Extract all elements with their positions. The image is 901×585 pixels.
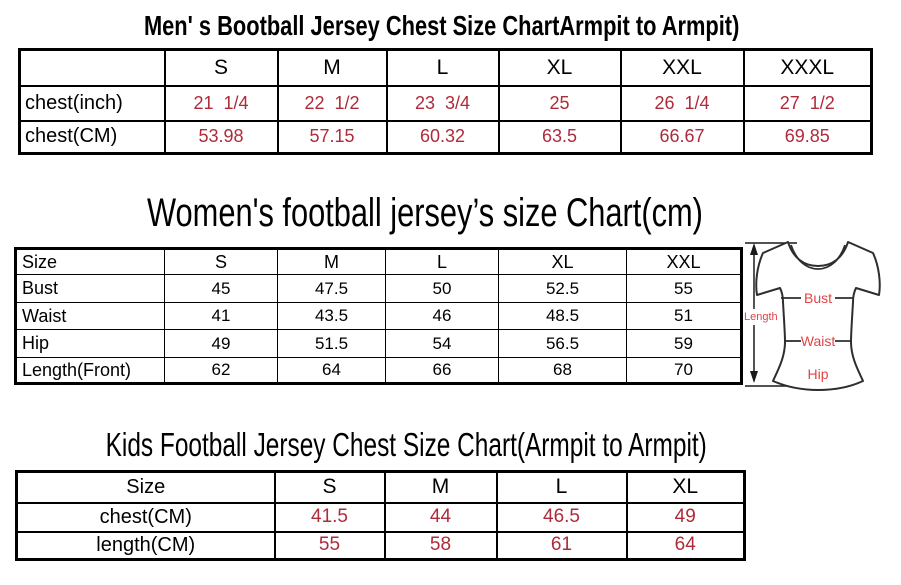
length-label: Length (744, 311, 778, 323)
size-value: 53.98 (163, 119, 279, 155)
tshirt-diagram: Length Bust Waist Hip (744, 241, 881, 391)
table-row: chest(inch) 21 1/4 22 1/2 23 3/4 25 26 1… (18, 84, 873, 122)
size-value: 48.5 (498, 302, 627, 330)
size-value: 46 (385, 302, 499, 330)
size-value: 68 (498, 357, 627, 384)
size-value: 46.5 (495, 501, 628, 533)
col-header: XXL (619, 48, 745, 87)
col-header: M (277, 248, 386, 275)
size-value: 70 (626, 357, 742, 384)
kids-chart-title-text: Kids Football Jersey Chest Size Chart(Ar… (105, 426, 707, 463)
women-size-table: Size S M L XL XXL Bust 45 47.5 50 52.5 5… (14, 247, 743, 385)
col-header: S (273, 470, 386, 504)
size-value: 26 1/4 (619, 84, 745, 122)
corner-cell (18, 48, 166, 87)
table-row: chest(CM) 41.5 44 46.5 49 (15, 501, 746, 533)
waist-label: Waist (801, 333, 836, 349)
col-header: S (163, 48, 279, 87)
row-label: Size (15, 248, 165, 275)
size-value: 66.67 (619, 119, 745, 155)
size-value: 47.5 (277, 274, 386, 303)
size-value: 49 (164, 329, 278, 358)
size-value: 69.85 (742, 119, 873, 155)
col-header: XXL (626, 248, 742, 275)
row-label: chest(inch) (18, 84, 166, 122)
size-value: 51 (626, 302, 742, 330)
col-header: XL (625, 470, 746, 504)
size-value: 49 (625, 501, 746, 533)
size-value: 66 (385, 357, 499, 384)
size-value: 62 (164, 357, 278, 384)
table-row: Hip 49 51.5 54 56.5 59 (15, 329, 742, 358)
size-value: 44 (383, 501, 498, 533)
row-label: length(CM) (15, 530, 276, 560)
col-header: L (495, 470, 628, 504)
table-row: length(CM) 55 58 61 64 (15, 530, 746, 560)
size-value: 27 1/2 (742, 84, 873, 122)
size-value: 54 (385, 329, 499, 358)
size-value: 21 1/4 (163, 84, 279, 122)
size-value: 23 3/4 (385, 84, 500, 122)
size-value: 41.5 (273, 501, 386, 533)
table-header-row: Size S M L XL XXL (15, 248, 742, 275)
col-header: M (276, 48, 388, 87)
size-value: 61 (495, 530, 628, 560)
size-value: 52.5 (498, 274, 627, 303)
table-row: Bust 45 47.5 50 52.5 55 (15, 274, 742, 303)
size-value: 55 (626, 274, 742, 303)
women-chart-title: Women's football jersey’s size Chart(cm) (0, 190, 850, 236)
row-label: Waist (15, 302, 165, 330)
col-header: L (385, 48, 500, 87)
size-value: 51.5 (277, 329, 386, 358)
row-label: Bust (15, 274, 165, 303)
table-header-row: Size S M L XL (15, 470, 746, 504)
size-value: 58 (383, 530, 498, 560)
size-value: 63.5 (497, 119, 622, 155)
table-header-row: S M L XL XXL XXXL (18, 48, 873, 87)
size-value: 25 (497, 84, 622, 122)
size-value: 64 (277, 357, 386, 384)
row-label: Length(Front) (15, 357, 165, 384)
table-row: chest(CM) 53.98 57.15 60.32 63.5 66.67 6… (18, 119, 873, 155)
size-value: 64 (625, 530, 746, 560)
size-value: 57.15 (276, 119, 388, 155)
size-value: 50 (385, 274, 499, 303)
table-row: Length(Front) 62 64 66 68 70 (15, 357, 742, 384)
size-value: 55 (273, 530, 386, 560)
kids-chart-title: Kids Football Jersey Chest Size Chart(Ar… (0, 426, 753, 464)
row-label: Size (15, 470, 276, 504)
col-header: L (385, 248, 499, 275)
size-value: 60.32 (385, 119, 500, 155)
women-chart-title-text: Women's football jersey’s size Chart(cm) (147, 191, 703, 235)
kids-size-table: Size S M L XL chest(CM) 41.5 44 46.5 49 … (15, 470, 746, 561)
size-value: 59 (626, 329, 742, 358)
col-header: M (383, 470, 498, 504)
men-chart-title: Men' s Bootball Jersey Chest Size ChartA… (0, 10, 884, 42)
men-chart-title-text: Men' s Bootball Jersey Chest Size ChartA… (144, 10, 740, 41)
bust-label: Bust (804, 290, 832, 306)
tshirt-collar-line (790, 244, 846, 270)
col-header: XXXL (742, 48, 873, 87)
hip-label: Hip (807, 366, 828, 382)
col-header: XL (498, 248, 627, 275)
size-value: 56.5 (498, 329, 627, 358)
size-value: 41 (164, 302, 278, 330)
col-header: XL (497, 48, 622, 87)
col-header: S (164, 248, 278, 275)
row-label: chest(CM) (18, 119, 166, 155)
men-size-table: S M L XL XXL XXXL chest(inch) 21 1/4 22 … (18, 48, 873, 155)
tshirt-outline (755, 241, 881, 391)
row-label: chest(CM) (15, 501, 276, 533)
row-label: Hip (15, 329, 165, 358)
size-value: 43.5 (277, 302, 386, 330)
size-value: 22 1/2 (276, 84, 388, 122)
table-row: Waist 41 43.5 46 48.5 51 (15, 302, 742, 330)
size-value: 45 (164, 274, 278, 303)
